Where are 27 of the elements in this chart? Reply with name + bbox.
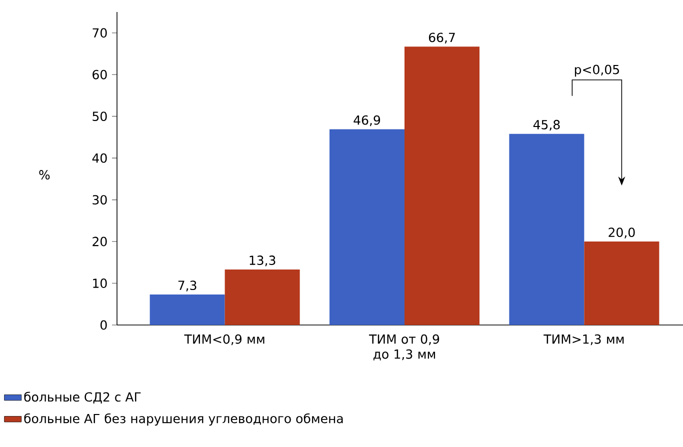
y-tick-label: 30 [92,195,107,205]
data-label: 46,9 [354,115,380,126]
bar [329,129,404,325]
bar [150,294,225,325]
data-label: 66,7 [428,32,455,44]
y-tick-label: 70 [92,28,107,38]
data-label: 13,3 [250,256,276,266]
x-tick-label: ТИМ>1,3 мм [544,334,624,346]
bar [404,46,480,325]
x-tick-label: ТИМ от 0,9 до 1,3 мм [369,334,440,360]
x-tick-label: ТИМ<0,9 мм [184,334,264,346]
legend-label: больные СД2 с АГ [24,392,141,404]
data-label: 7,3 [178,280,196,292]
data-label: 45,8 [533,120,560,131]
annotation: p<0,05 [574,64,619,77]
bar [224,269,300,325]
y-axis-title: % [39,170,50,180]
bar [509,134,584,325]
y-tick-label: 60 [92,70,107,80]
y-tick-label: 50 [92,112,107,122]
y-tick-label: 10 [93,278,107,288]
legend-label: больные АГ без нарушения углеводного обмена [24,413,343,426]
data-label: 20,0 [608,228,635,238]
y-tick-label: 20 [92,236,107,246]
y-tick-label: 0 [100,320,107,330]
y-tick-label: 40 [92,153,107,163]
bar [584,242,660,325]
